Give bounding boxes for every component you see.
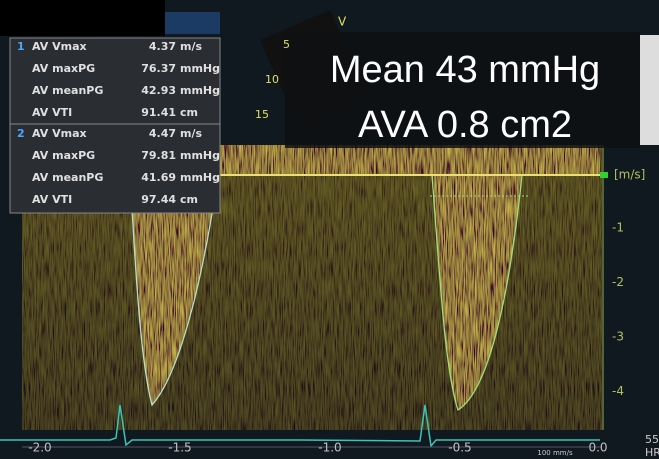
row-label: AV maxPG: [32, 149, 95, 162]
row-unit: mmHg: [180, 171, 220, 184]
top-strip: [165, 12, 220, 34]
velocity-tick: -2: [612, 275, 624, 289]
row-value: 4.37: [149, 40, 176, 53]
row-unit: mmHg: [180, 62, 220, 75]
measure-panel: [9, 37, 221, 214]
row-label: AV VTI: [32, 106, 72, 119]
group-index: 1: [17, 40, 25, 53]
overlay-text: Mean 43 mmHg: [330, 49, 600, 91]
time-tick: -2.0: [28, 441, 51, 455]
row-label: AV meanPG: [32, 84, 103, 97]
row-label: AV Vmax: [32, 127, 87, 140]
sector-mode: V: [338, 15, 347, 29]
trace-1: [129, 174, 219, 407]
row-value: 42.93: [141, 84, 176, 97]
hr-label: HR: [645, 446, 659, 459]
baseline-marker: [600, 172, 608, 178]
row-unit: cm: [180, 106, 198, 119]
row-value: 79.81: [141, 149, 176, 162]
row-value: 41.69: [141, 171, 176, 184]
velocity-tick: -4: [612, 384, 624, 398]
row-label: AV maxPG: [32, 62, 95, 75]
ecg: [0, 404, 600, 448]
velocity-unit: [m/s]: [614, 168, 645, 182]
grayscale-bar: [640, 35, 659, 145]
row-value: 91.41: [141, 106, 176, 119]
sweep-speed: 100 mm/s: [537, 449, 573, 457]
row-value: 97.44: [141, 193, 176, 206]
row-unit: cm: [180, 193, 198, 206]
top-bar: [0, 0, 165, 36]
time-tick: -1.0: [318, 441, 341, 455]
overlay-text: AVA 0.8 cm2: [358, 104, 572, 146]
row-unit: mmHg: [180, 149, 220, 162]
trace-2: [431, 174, 523, 411]
row-unit: mmHg: [180, 84, 220, 97]
heart-rate: 55: [645, 433, 659, 446]
row-value: 76.37: [141, 62, 176, 75]
row-label: AV Vmax: [32, 40, 87, 53]
row-label: AV VTI: [32, 193, 72, 206]
depth-mark: 5: [283, 38, 290, 51]
velocity-tick: -1: [612, 221, 624, 235]
row-unit: m/s: [180, 127, 202, 140]
time-tick: -0.5: [448, 441, 471, 455]
depth-mark: 10: [265, 73, 279, 86]
velocity-tick: -3: [612, 330, 624, 344]
row-unit: m/s: [180, 40, 202, 53]
depth-mark: 15: [255, 108, 269, 121]
row-value: 4.47: [149, 127, 176, 140]
overlay-bg: [285, 32, 640, 148]
row-label: AV meanPG: [32, 171, 103, 184]
time-tick: 0.0: [588, 441, 607, 455]
time-tick: -1.5: [168, 441, 191, 455]
group-index: 2: [17, 127, 25, 140]
